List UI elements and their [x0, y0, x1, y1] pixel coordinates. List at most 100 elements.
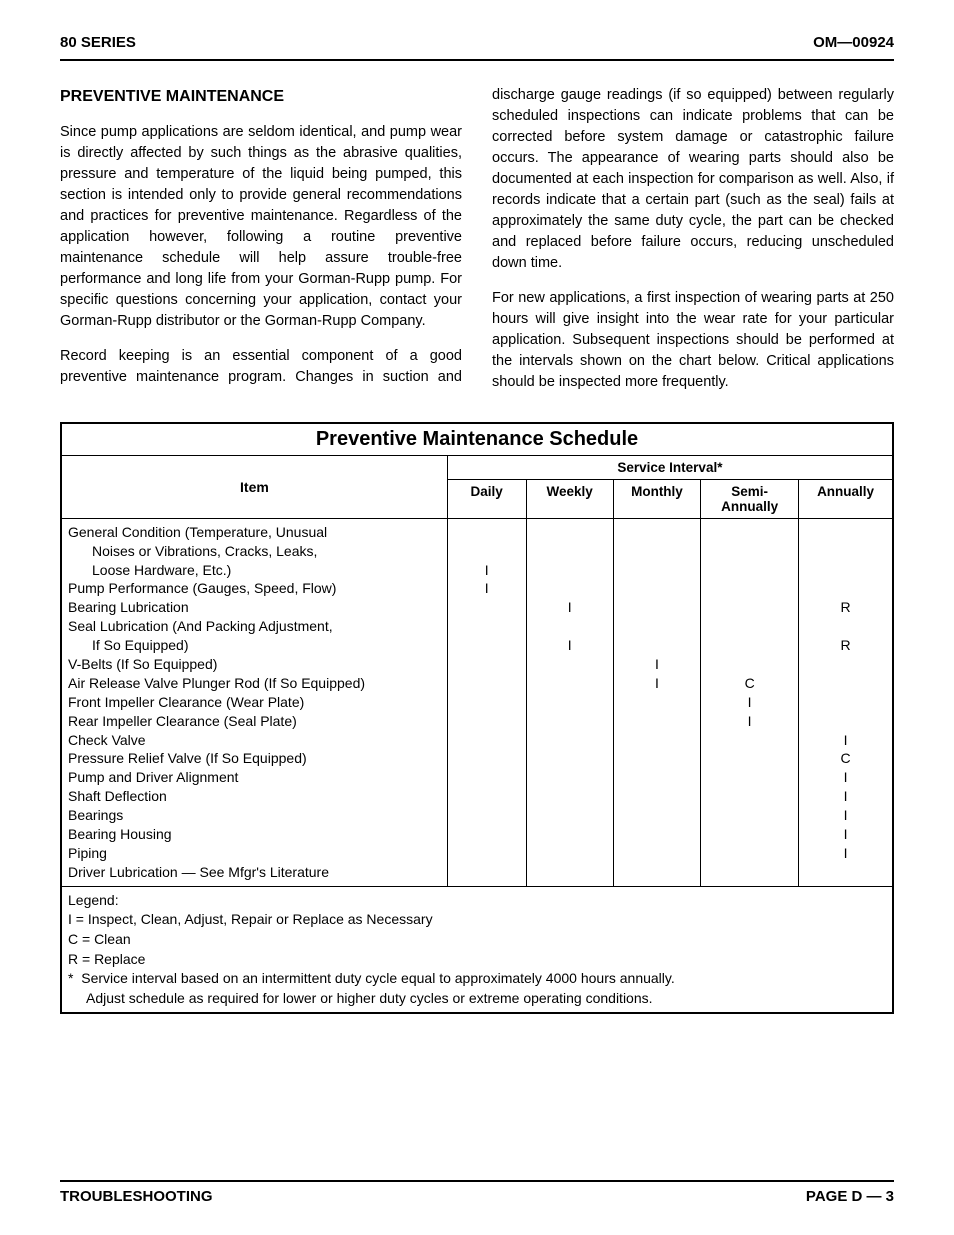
paragraph-3: For new applications, a first inspection…: [492, 288, 894, 393]
interval-annually-cell: R R ICIIIII: [799, 518, 893, 886]
header-left: 80 SERIES: [60, 34, 136, 51]
item-line: Check Valve: [68, 731, 441, 750]
interval-mark: I: [533, 636, 607, 655]
interval-mark: [707, 523, 792, 542]
interval-mark: [620, 787, 694, 806]
interval-mark: [533, 768, 607, 787]
interval-mark: [454, 693, 520, 712]
col-weekly: Weekly: [526, 479, 613, 518]
interval-mark: I: [707, 693, 792, 712]
item-line: Bearing Lubrication: [68, 598, 441, 617]
interval-mark: I: [454, 561, 520, 580]
interval-mark: [454, 674, 520, 693]
interval-mark: [707, 806, 792, 825]
maintenance-table-wrap: Preventive Maintenance Schedule Item Ser…: [60, 422, 894, 1014]
legend-star: *: [68, 970, 73, 986]
interval-mark: [533, 561, 607, 580]
interval-mark: I: [805, 731, 886, 750]
interval-mark: I: [533, 598, 607, 617]
interval-mark: [805, 712, 886, 731]
interval-mark: [707, 542, 792, 561]
interval-mark: I: [805, 787, 886, 806]
interval-mark: I: [805, 806, 886, 825]
item-line: Piping: [68, 844, 441, 863]
item-line: Rear Impeller Clearance (Seal Plate): [68, 712, 441, 731]
interval-mark: [454, 806, 520, 825]
item-line: Driver Lubrication — See Mfgr's Literatu…: [68, 863, 441, 882]
interval-mark: R: [805, 636, 886, 655]
interval-mark: [805, 693, 886, 712]
interval-mark: [620, 579, 694, 598]
table-title: Preventive Maintenance Schedule: [61, 423, 893, 456]
interval-mark: I: [805, 825, 886, 844]
legend-title: Legend:: [68, 891, 886, 911]
interval-mark: [533, 787, 607, 806]
interval-semi-cell: CII: [701, 518, 799, 886]
interval-mark: [620, 617, 694, 636]
interval-mark: [620, 731, 694, 750]
legend-r: R = Replace: [68, 950, 886, 970]
interval-mark: [454, 598, 520, 617]
interval-mark: [454, 523, 520, 542]
item-line: V-Belts (If So Equipped): [68, 655, 441, 674]
interval-mark: [454, 749, 520, 768]
interval-mark: [620, 806, 694, 825]
interval-mark: [707, 749, 792, 768]
legend-note-1-text: Service interval based on an intermitten…: [81, 970, 675, 986]
interval-mark: I: [805, 768, 886, 787]
interval-mark: [533, 712, 607, 731]
interval-mark: C: [707, 674, 792, 693]
interval-mark: [620, 561, 694, 580]
interval-mark: I: [620, 655, 694, 674]
interval-monthly-cell: II: [613, 518, 700, 886]
interval-mark: [707, 844, 792, 863]
interval-mark: [707, 768, 792, 787]
interval-mark: [533, 542, 607, 561]
header-right: OM—00924: [813, 34, 894, 51]
interval-mark: [805, 542, 886, 561]
interval-mark: [454, 768, 520, 787]
interval-mark: [805, 561, 886, 580]
interval-mark: [620, 598, 694, 617]
interval-mark: [707, 579, 792, 598]
interval-mark: [533, 693, 607, 712]
interval-mark: [454, 844, 520, 863]
interval-mark: [454, 542, 520, 561]
interval-mark: [805, 617, 886, 636]
section-title: PREVENTIVE MAINTENANCE: [60, 85, 462, 108]
interval-mark: [707, 825, 792, 844]
item-line: Pressure Relief Valve (If So Equipped): [68, 749, 441, 768]
interval-mark: [533, 617, 607, 636]
interval-mark: [454, 787, 520, 806]
interval-mark: [533, 825, 607, 844]
interval-header: Service Interval*: [447, 455, 893, 479]
legend-note-1: * Service interval based on an intermitt…: [68, 969, 886, 989]
legend-i: I = Inspect, Clean, Adjust, Repair or Re…: [68, 910, 886, 930]
item-line: General Condition (Temperature, Unusual: [68, 523, 441, 542]
item-line: Bearing Housing: [68, 825, 441, 844]
body-text: PREVENTIVE MAINTENANCE Since pump applic…: [60, 85, 894, 398]
interval-mark: I: [805, 844, 886, 863]
interval-mark: [454, 655, 520, 674]
interval-mark: I: [620, 674, 694, 693]
interval-mark: [805, 674, 886, 693]
interval-mark: [533, 523, 607, 542]
interval-mark: [620, 863, 694, 882]
interval-mark: I: [707, 712, 792, 731]
interval-mark: [620, 768, 694, 787]
item-header: Item: [61, 455, 447, 518]
paragraph-1: Since pump applications are seldom ident…: [60, 122, 462, 332]
footer-right: PAGE D — 3: [806, 1188, 894, 1205]
interval-mark: [533, 844, 607, 863]
page-footer: TROUBLESHOOTING PAGE D — 3: [60, 1180, 894, 1205]
interval-mark: [620, 844, 694, 863]
page-header: 80 SERIES OM—00924: [60, 34, 894, 61]
interval-mark: [707, 731, 792, 750]
footer-left: TROUBLESHOOTING: [60, 1188, 213, 1205]
item-line: Pump and Driver Alignment: [68, 768, 441, 787]
legend-c: C = Clean: [68, 930, 886, 950]
interval-mark: [805, 655, 886, 674]
interval-mark: [707, 655, 792, 674]
col-monthly: Monthly: [613, 479, 700, 518]
item-line: Air Release Valve Plunger Rod (If So Equ…: [68, 674, 441, 693]
